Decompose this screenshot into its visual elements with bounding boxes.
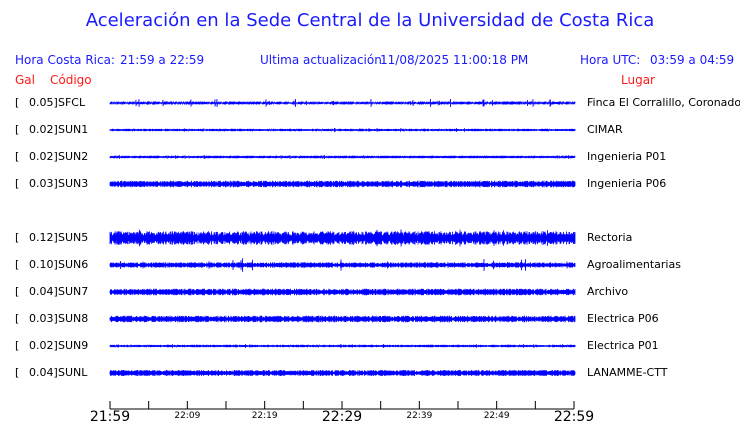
waveform-sfcl	[109, 98, 576, 108]
waveform-sun7	[109, 288, 576, 296]
station-code: SUN1	[58, 123, 89, 136]
station-place: Finca El Corralillo, Coronado	[587, 96, 740, 109]
waveform-sun9	[109, 343, 576, 349]
station-code: SUN6	[58, 258, 89, 271]
utc-label: Hora UTC:	[580, 53, 641, 67]
utc-range: 03:59 a 04:59	[650, 53, 735, 67]
x-tick-label: 22:39	[406, 411, 432, 421]
station-code: SUN9	[58, 339, 89, 352]
station-gal-value: 0.02]	[29, 123, 58, 136]
bracket-open: [	[15, 339, 20, 352]
last-update-value: 11/08/2025 11:00:18 PM	[380, 53, 529, 67]
waveform-sun3	[109, 180, 576, 188]
station-gal-value: 0.05]	[29, 96, 58, 109]
station-code: SUNL	[58, 366, 88, 379]
waveform-sunl	[109, 369, 576, 377]
station-gal-value: 0.04]	[29, 366, 58, 379]
x-tick-label: 22:29	[322, 409, 362, 423]
code-column-header: Código	[50, 73, 92, 87]
x-tick-label: 22:09	[174, 411, 200, 421]
station-gal-value: 0.03]	[29, 312, 58, 325]
waveform-sun6	[109, 258, 576, 272]
station-place: Archivo	[587, 285, 629, 298]
station-gal-value: 0.04]	[29, 285, 58, 298]
bracket-open: [	[15, 96, 20, 109]
station-place: LANAMME-CTT	[587, 366, 668, 379]
station-place: Ingenieria P01	[587, 150, 667, 163]
station-code: SUN5	[58, 231, 89, 244]
station-code: SUN8	[58, 312, 89, 325]
bracket-open: [	[15, 366, 20, 379]
local-time-range: 21:59 a 22:59	[120, 53, 205, 67]
station-code: SUN3	[58, 177, 89, 190]
station-gal-value: 0.03]	[29, 177, 58, 190]
waveform-sun5	[109, 229, 576, 247]
waveform-sun2	[109, 155, 576, 159]
station-gal-value: 0.02]	[29, 339, 58, 352]
bracket-open: [	[15, 123, 20, 136]
station-place: Rectoria	[587, 231, 633, 244]
local-time-label: Hora Costa Rica:	[15, 53, 115, 67]
waveform-sun8	[109, 315, 576, 323]
station-code: SUN7	[58, 285, 89, 298]
bracket-open: [	[15, 150, 20, 163]
bracket-open: [	[15, 312, 20, 325]
station-code: SUN2	[58, 150, 89, 163]
station-place: Agroalimentarias	[587, 258, 681, 271]
bracket-open: [	[15, 177, 20, 190]
bracket-open: [	[15, 231, 20, 244]
x-tick-label: 22:59	[554, 409, 594, 423]
gal-column-header: Gal	[15, 73, 35, 87]
x-tick-label: 22:19	[252, 411, 278, 421]
waveform-sun1	[109, 127, 576, 133]
station-place: Electrica P01	[587, 339, 659, 352]
station-place: CIMAR	[587, 123, 623, 136]
x-tick-label: 22:49	[484, 411, 510, 421]
bracket-open: [	[15, 285, 20, 298]
station-place: Ingenieria P06	[587, 177, 667, 190]
station-gal-value: 0.02]	[29, 150, 58, 163]
station-gal-value: 0.12]	[29, 231, 58, 244]
page-title: Aceleración en la Sede Central de la Uni…	[85, 10, 655, 31]
place-column-header: Lugar	[621, 73, 655, 87]
last-update-label: Ultima actualización:	[260, 53, 386, 67]
station-gal-value: 0.10]	[29, 258, 58, 271]
station-code: SFCL	[58, 96, 86, 109]
x-tick-label: 21:59	[90, 409, 130, 423]
bracket-open: [	[15, 258, 20, 271]
station-place: Electrica P06	[587, 312, 659, 325]
